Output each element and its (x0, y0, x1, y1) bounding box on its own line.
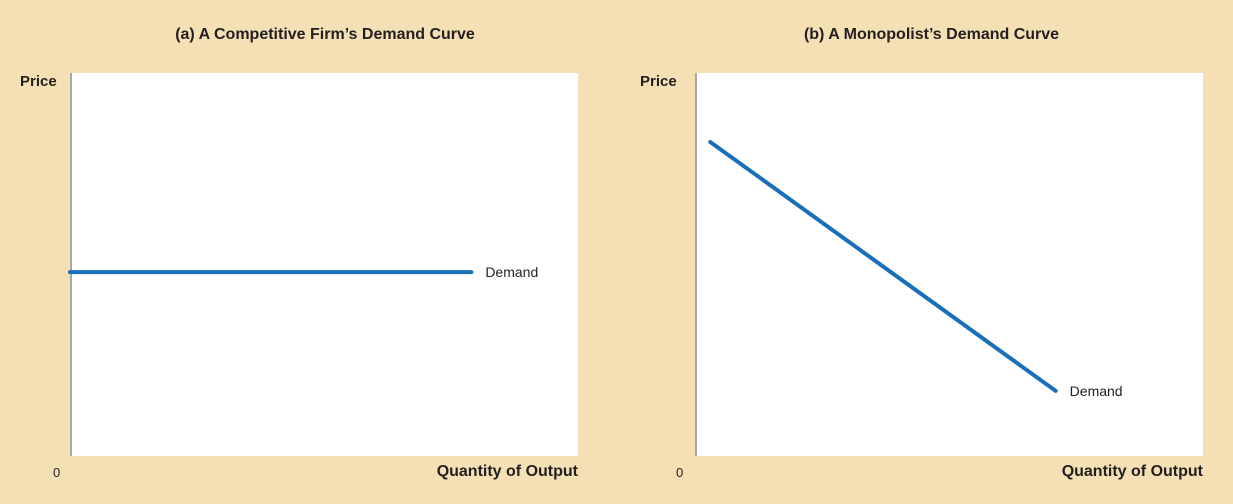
origin-label: 0 (676, 465, 684, 480)
y-axis-label: Price (640, 73, 677, 90)
demand-label: Demand (1070, 383, 1123, 399)
plot-area: Demand (695, 73, 1203, 456)
panel-competitive-firm: (a) A Competitive Firm’s Demand Curve Pr… (0, 0, 600, 504)
chart-svg: Demand (68, 73, 538, 456)
panel-monopolist: (b) A Monopolist’s Demand Curve Price De… (620, 0, 1233, 504)
origin-label: 0 (53, 465, 61, 480)
demand-curve-line (708, 139, 1058, 393)
x-axis-label: Quantity of Output (1061, 463, 1203, 480)
chart-title: (b) A Monopolist’s Demand Curve (803, 26, 1060, 43)
y-axis-label: Price (20, 73, 57, 90)
chart-svg: Demand (695, 73, 1123, 456)
chart-title: (a) A Competitive Firm’s Demand Curve (175, 26, 475, 43)
x-axis-label: Quantity of Output (436, 463, 578, 480)
demand-label: Demand (485, 264, 538, 280)
plot-area: Demand (68, 73, 578, 456)
